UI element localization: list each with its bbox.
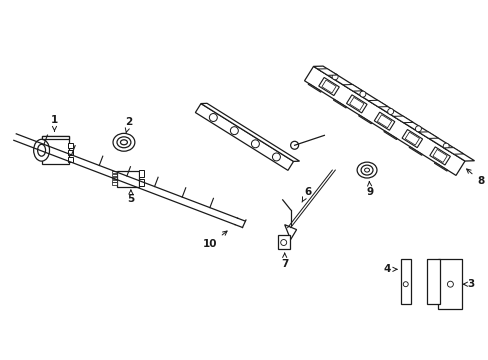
Text: 7: 7 <box>281 253 288 269</box>
Bar <box>112 176 117 179</box>
Polygon shape <box>418 132 437 139</box>
Polygon shape <box>201 103 299 161</box>
Polygon shape <box>333 99 346 108</box>
Bar <box>112 174 117 176</box>
Text: 2: 2 <box>125 117 132 133</box>
Polygon shape <box>41 136 69 139</box>
Circle shape <box>272 153 280 161</box>
Bar <box>41 136 69 164</box>
Polygon shape <box>349 97 363 111</box>
Circle shape <box>359 91 365 97</box>
Text: 8: 8 <box>466 169 483 186</box>
Bar <box>112 180 117 182</box>
Text: 9: 9 <box>366 181 373 197</box>
Ellipse shape <box>360 165 372 175</box>
Polygon shape <box>433 162 447 171</box>
Circle shape <box>251 140 259 148</box>
Text: 5: 5 <box>127 190 134 204</box>
Circle shape <box>415 126 421 132</box>
Ellipse shape <box>113 133 135 151</box>
Circle shape <box>403 282 407 287</box>
Bar <box>117 171 139 187</box>
Bar <box>438 260 461 309</box>
Circle shape <box>209 113 217 121</box>
Text: 3: 3 <box>463 279 474 289</box>
Polygon shape <box>304 66 464 175</box>
Polygon shape <box>393 116 412 123</box>
Polygon shape <box>401 130 422 148</box>
Polygon shape <box>346 95 366 113</box>
Polygon shape <box>429 147 449 165</box>
Circle shape <box>230 127 238 135</box>
Text: 1: 1 <box>51 116 58 131</box>
Ellipse shape <box>356 162 376 178</box>
Ellipse shape <box>34 139 49 161</box>
Ellipse shape <box>120 140 127 145</box>
Bar <box>426 260 440 304</box>
Polygon shape <box>307 84 321 92</box>
Bar <box>68 143 73 148</box>
Circle shape <box>387 108 393 114</box>
Polygon shape <box>342 85 362 91</box>
Polygon shape <box>317 69 337 75</box>
Polygon shape <box>408 147 422 156</box>
Polygon shape <box>432 149 447 162</box>
Circle shape <box>331 74 337 80</box>
Polygon shape <box>313 66 473 161</box>
Text: 4: 4 <box>383 264 396 274</box>
Text: 10: 10 <box>203 231 226 249</box>
Polygon shape <box>383 131 396 140</box>
Bar <box>139 170 143 177</box>
Polygon shape <box>321 80 335 93</box>
Text: 6: 6 <box>302 187 310 202</box>
Bar <box>400 260 410 304</box>
Bar <box>112 183 117 185</box>
Bar <box>277 235 289 249</box>
Bar <box>68 157 73 162</box>
Polygon shape <box>377 115 391 128</box>
Polygon shape <box>284 225 296 239</box>
Polygon shape <box>373 112 394 130</box>
Circle shape <box>442 143 448 149</box>
Polygon shape <box>358 115 371 124</box>
Circle shape <box>290 141 298 149</box>
Polygon shape <box>443 148 463 154</box>
Circle shape <box>280 239 286 246</box>
Polygon shape <box>318 77 339 95</box>
Circle shape <box>447 281 452 287</box>
Polygon shape <box>405 132 419 145</box>
Bar <box>139 179 143 186</box>
Bar <box>68 150 73 155</box>
Ellipse shape <box>117 137 131 148</box>
Bar <box>112 171 117 173</box>
Ellipse shape <box>38 144 45 156</box>
Ellipse shape <box>364 168 369 172</box>
Polygon shape <box>195 104 293 170</box>
Polygon shape <box>367 100 387 107</box>
